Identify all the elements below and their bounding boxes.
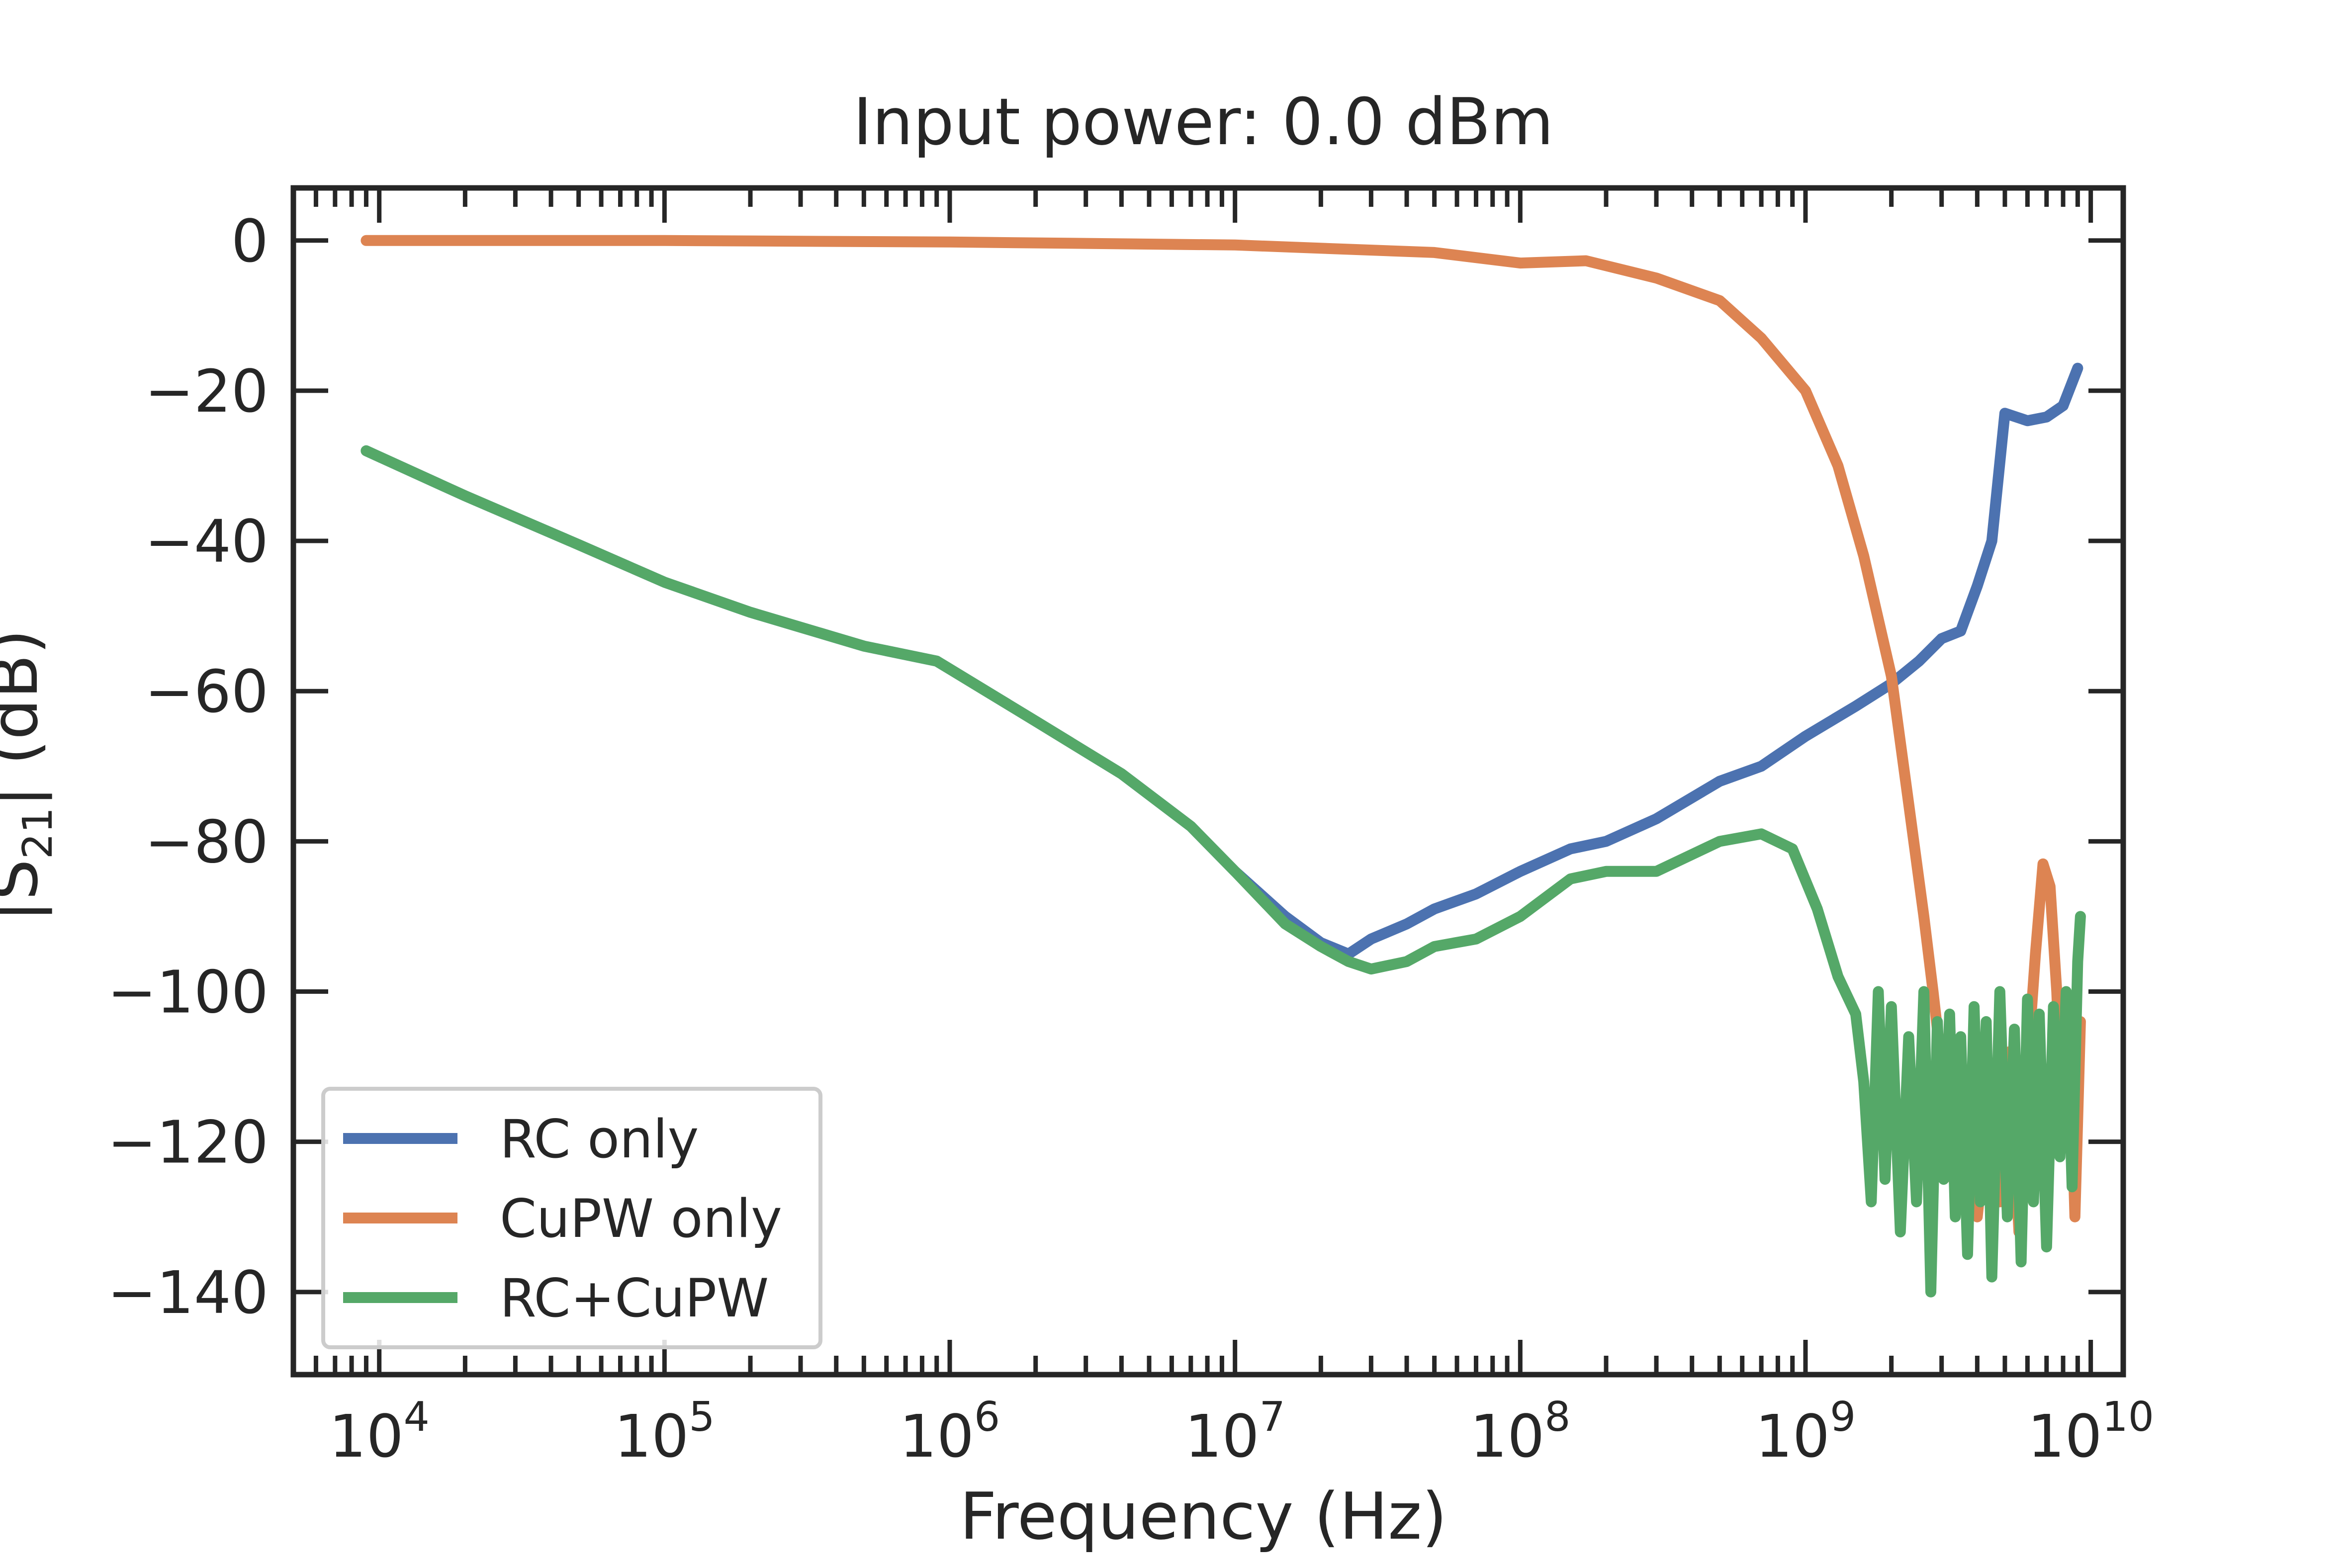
x-tick-label: 105 — [614, 1394, 715, 1471]
series-line-3 — [361, 445, 2086, 1298]
legend: RC only CuPW only RC+CuPW — [321, 1087, 822, 1349]
y-tick-label: −20 — [145, 357, 269, 426]
axis-ticks: 104 105 106 107 108 109 1010 0 −20 −40 −60 −80 −100 −… — [107, 188, 2154, 1471]
series-layer — [361, 235, 2086, 1298]
y-tick-label: −60 — [145, 657, 269, 726]
x-tick-label: 106 — [900, 1394, 1000, 1471]
legend-label-2: CuPW only — [500, 1188, 782, 1249]
y-axis-title-tail: | (dB) — [0, 629, 52, 807]
y-tick-label: −40 — [145, 507, 269, 576]
legend-label-3: RC+CuPW — [500, 1268, 769, 1329]
y-tick-label: −100 — [107, 958, 269, 1027]
x-tick-label: 104 — [329, 1394, 430, 1471]
x-tick-label: 109 — [1755, 1394, 1856, 1471]
x-tick-label: 107 — [1184, 1394, 1285, 1471]
x-axis-title: Frequency (Hz) — [960, 1479, 1447, 1554]
legend-box — [321, 1087, 822, 1349]
chart-title: Input power: 0.0 dBm — [853, 84, 1554, 160]
x-tick-label: 1010 — [2027, 1394, 2154, 1471]
y-axis-title-main: |S — [0, 859, 52, 922]
series-line-2 — [361, 235, 2086, 1237]
x-tick-label: 108 — [1470, 1394, 1570, 1471]
svg-text:|S21| (dB): |S21| (dB) — [0, 629, 62, 922]
y-tick-label: −80 — [145, 807, 269, 876]
y-tick-label: −140 — [107, 1258, 269, 1327]
legend-label-1: RC only — [500, 1109, 699, 1170]
series-line-1 — [361, 362, 2083, 959]
y-tick-label: 0 — [231, 207, 269, 275]
y-axis-title-subscript: 21 — [14, 807, 62, 859]
y-tick-label: −120 — [107, 1108, 269, 1177]
y-axis-title: |S21| (dB) — [0, 629, 62, 922]
